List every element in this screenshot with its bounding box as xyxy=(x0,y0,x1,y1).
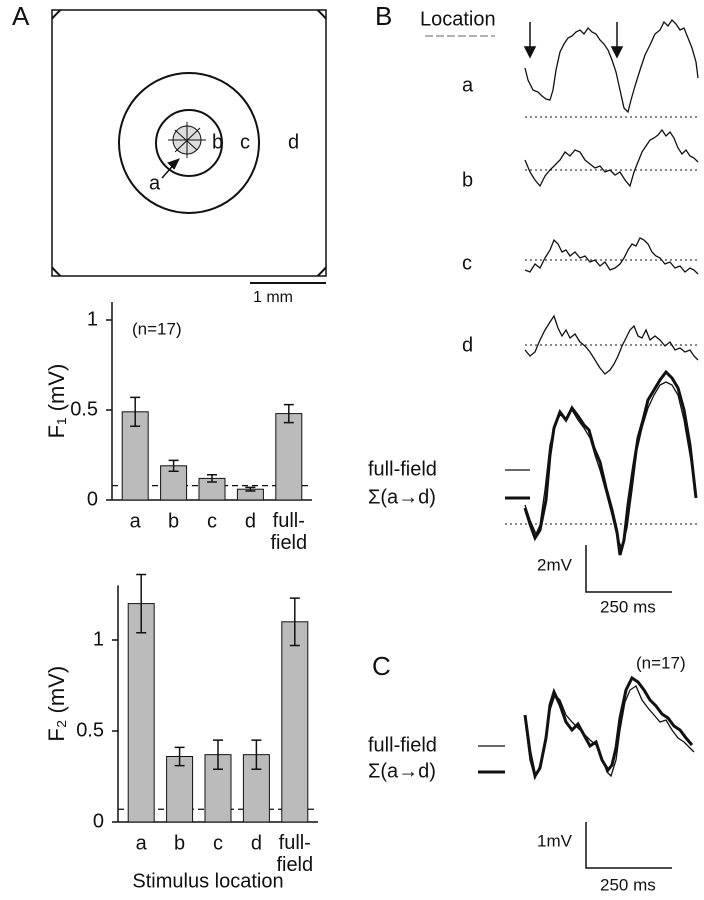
x-tick-label: c xyxy=(207,510,217,532)
x-tick-label: d xyxy=(245,510,256,532)
x-tick-label: a xyxy=(136,832,148,854)
annotation: (n=17) xyxy=(132,319,182,338)
trace-label: a xyxy=(462,74,474,96)
scale-label: 1 mm xyxy=(253,289,293,306)
bar xyxy=(281,621,309,823)
scale-label: 250 ms xyxy=(600,597,656,616)
x-axis-title: Stimulus location xyxy=(132,870,283,892)
trace-label: d xyxy=(462,334,473,356)
retina-diagram xyxy=(51,9,327,277)
y-tick-label: 1 xyxy=(93,628,104,650)
scale-bar xyxy=(585,545,672,593)
y-tick-label: 0.5 xyxy=(70,398,98,420)
error-bar xyxy=(289,597,300,647)
x-tick-label: full-field xyxy=(270,510,307,554)
region-label: c xyxy=(240,131,250,153)
y-tick-label: 0 xyxy=(93,810,104,832)
x-tick-label: full-field xyxy=(276,832,313,876)
panel-label: C xyxy=(372,651,391,681)
error-bar xyxy=(245,486,256,492)
error-bar xyxy=(136,573,147,634)
note: (n=17) xyxy=(636,653,686,672)
scale-label: 1mV xyxy=(537,831,573,850)
traces xyxy=(523,675,695,781)
error-bar xyxy=(207,474,217,483)
x-tick-label: c xyxy=(213,832,223,854)
scale-label: 250 ms xyxy=(600,875,656,894)
legend-text: full-field xyxy=(368,458,437,480)
x-tick-label: a xyxy=(130,510,142,532)
arrows xyxy=(523,22,624,59)
scale-label: 2mV xyxy=(537,555,573,574)
x-tick-label: b xyxy=(174,832,185,854)
legend-text: full-field xyxy=(368,734,437,756)
region-label: a xyxy=(149,172,161,194)
y-tick-label: 1 xyxy=(87,308,98,330)
trace-label: c xyxy=(462,252,472,274)
panel-label: A xyxy=(12,1,30,31)
y-axis-title: F₁ (mV) xyxy=(44,364,69,439)
bar xyxy=(121,411,149,501)
x-tick-label: b xyxy=(168,510,179,532)
y-tick-label: 0.5 xyxy=(76,719,104,741)
x-tick-label: d xyxy=(251,832,262,854)
error-bar xyxy=(283,403,294,424)
error-bar xyxy=(213,739,223,770)
region-label: d xyxy=(288,131,299,153)
error-bar xyxy=(130,396,141,427)
scale-bar xyxy=(585,822,672,869)
trace-label: b xyxy=(462,169,473,191)
legend-text: Σ(a→d) xyxy=(368,760,436,782)
y-tick-label: 0 xyxy=(87,488,98,510)
error-bar xyxy=(168,459,179,472)
bar xyxy=(275,413,303,501)
error-bar xyxy=(174,746,185,767)
panel-label: B xyxy=(375,1,392,31)
error-bar xyxy=(251,739,262,770)
header: Location xyxy=(420,8,496,30)
bar xyxy=(166,755,194,823)
region-label: b xyxy=(212,131,223,153)
bar xyxy=(127,603,155,823)
y-axis-title: F₂ (mV) xyxy=(44,666,69,742)
traces xyxy=(505,18,699,556)
legend-text: Σ(a→d) xyxy=(368,486,436,508)
